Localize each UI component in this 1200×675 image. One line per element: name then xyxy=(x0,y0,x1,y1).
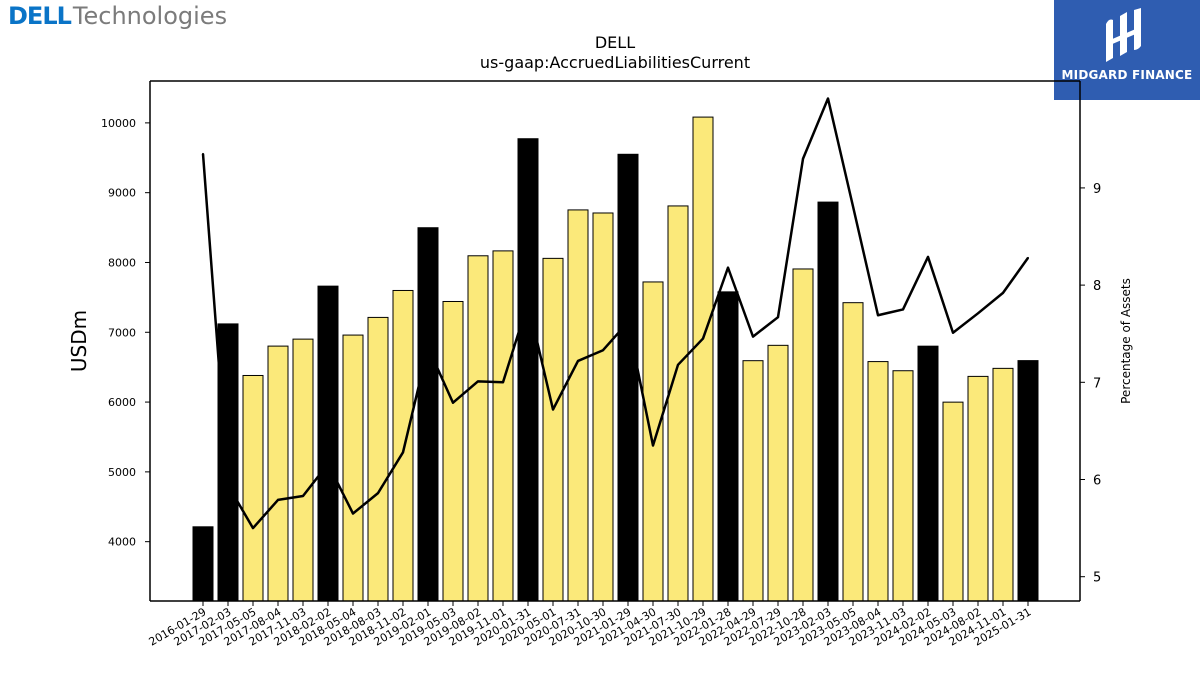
y2-tick-label-7: 7 xyxy=(1093,376,1101,391)
midgard-finance-logo: MIDGARD FINANCE xyxy=(1054,0,1200,100)
line-point-2019-02-01 xyxy=(427,346,429,349)
bar-2020-01-31 xyxy=(517,138,539,602)
line-point-2022-04-29 xyxy=(752,335,754,338)
y2-tick-label-8: 8 xyxy=(1093,279,1101,294)
line-point-2021-01-29 xyxy=(627,321,629,324)
axes-layer: 40005000600070008000900010000567892016-0… xyxy=(101,80,1101,649)
bar-2021-01-29 xyxy=(617,153,639,602)
bar-2023-02-03 xyxy=(817,201,839,602)
line-point-2018-11-02 xyxy=(402,451,404,454)
dell-logo-word: DELL xyxy=(8,2,72,30)
line-point-2018-05-04 xyxy=(352,512,354,515)
bar-2018-05-04 xyxy=(342,334,364,602)
line-point-2023-08-04 xyxy=(877,314,879,317)
line-point-2020-10-30 xyxy=(602,349,604,352)
line-point-2019-05-03 xyxy=(452,401,454,404)
line-point-2018-02-02 xyxy=(327,462,329,465)
y-tick-label-7000: 7000 xyxy=(108,326,136,339)
bar-2023-08-04 xyxy=(867,361,889,602)
dell-technologies-logo: DELL Technologies xyxy=(8,2,227,34)
bar-2017-02-03 xyxy=(217,323,239,602)
line-layer xyxy=(201,97,1030,530)
bar-2024-05-03 xyxy=(942,401,964,602)
y-tick-label-6000: 6000 xyxy=(108,396,136,409)
line-point-2017-05-05 xyxy=(252,527,254,530)
line-point-2021-04-30 xyxy=(652,444,654,447)
line-point-2018-08-03 xyxy=(377,492,379,495)
y-tick-label-5000: 5000 xyxy=(108,466,136,479)
y-tick-label-8000: 8000 xyxy=(108,256,136,269)
line-point-2024-11-01 xyxy=(1002,291,1004,294)
line-point-2021-10-29 xyxy=(702,337,704,340)
y-axis-label: USDm xyxy=(67,310,91,372)
percentage-line xyxy=(201,97,1030,530)
bar-2024-02-02 xyxy=(917,345,939,602)
bar-2023-11-03 xyxy=(892,370,914,602)
bar-2024-08-02 xyxy=(967,375,989,602)
line-point-2020-05-01 xyxy=(552,408,554,411)
line-point-2024-02-02 xyxy=(927,255,929,258)
bar-2017-05-05 xyxy=(242,374,264,602)
y-tick-label-9000: 9000 xyxy=(108,187,136,200)
line-point-2020-01-31 xyxy=(527,301,529,304)
chart-title: DELL xyxy=(595,33,635,52)
bar-2020-10-30 xyxy=(592,212,614,602)
line-point-2025-01-31 xyxy=(1027,256,1029,259)
line-point-2023-05-05 xyxy=(852,205,854,208)
bar-2021-10-29 xyxy=(692,116,714,602)
bar-2025-01-31 xyxy=(1017,360,1039,602)
line-point-2017-11-03 xyxy=(302,495,304,498)
y2-axis-label: Percentage of Assets xyxy=(1119,278,1133,404)
bar-2019-02-01 xyxy=(417,227,439,602)
bar-2019-05-03 xyxy=(442,300,464,602)
bar-2018-02-02 xyxy=(317,285,339,602)
y2-tick-label-9: 9 xyxy=(1093,182,1101,197)
line-point-2016-01-29 xyxy=(202,152,204,155)
bar-2019-08-02 xyxy=(467,255,489,602)
bar-2017-11-03 xyxy=(292,338,314,602)
technologies-logo-word: Technologies xyxy=(72,2,228,30)
midgard-mark-icon xyxy=(1106,8,1141,62)
bar-2022-01-28 xyxy=(717,291,739,602)
y-tick-label-10000: 10000 xyxy=(101,117,136,130)
y2-tick-label-5: 5 xyxy=(1093,571,1101,586)
line-point-2019-11-01 xyxy=(502,381,504,384)
bar-2020-05-01 xyxy=(542,257,564,602)
chart-subtitle: us-gaap:AccruedLiabilitiesCurrent xyxy=(480,53,750,72)
y2-tick-label-6: 6 xyxy=(1093,474,1101,489)
line-point-2022-01-28 xyxy=(727,266,729,269)
line-point-2022-10-28 xyxy=(802,157,804,160)
line-point-2017-02-03 xyxy=(227,484,229,487)
line-point-2021-07-30 xyxy=(677,363,679,366)
bar-2024-11-01 xyxy=(992,367,1014,602)
bar-2019-11-01 xyxy=(492,250,514,602)
line-point-2017-08-04 xyxy=(277,498,279,501)
bar-2022-04-29 xyxy=(742,360,764,602)
bar-2023-05-05 xyxy=(842,302,864,602)
line-point-2022-07-29 xyxy=(777,316,779,319)
bar-2018-11-02 xyxy=(392,289,414,602)
midgard-finance-wordmark: MIDGARD FINANCE xyxy=(1061,68,1193,82)
line-point-2023-02-03 xyxy=(827,97,829,100)
line-point-2020-07-31 xyxy=(577,359,579,362)
bar-2021-07-30 xyxy=(667,205,689,602)
bar-2017-08-04 xyxy=(267,345,289,602)
line-point-2024-05-03 xyxy=(952,331,954,334)
y-tick-label-4000: 4000 xyxy=(108,536,136,549)
line-point-2023-11-03 xyxy=(902,308,904,311)
bar-2020-07-31 xyxy=(567,209,589,602)
bar-2022-07-29 xyxy=(767,344,789,602)
bar-2018-08-03 xyxy=(367,316,389,602)
bars-layer xyxy=(192,116,1039,602)
bar-2016-01-29 xyxy=(192,526,214,602)
line-point-2019-08-02 xyxy=(477,380,479,383)
bar-2022-10-28 xyxy=(792,268,814,602)
line-point-2024-08-02 xyxy=(977,312,979,315)
